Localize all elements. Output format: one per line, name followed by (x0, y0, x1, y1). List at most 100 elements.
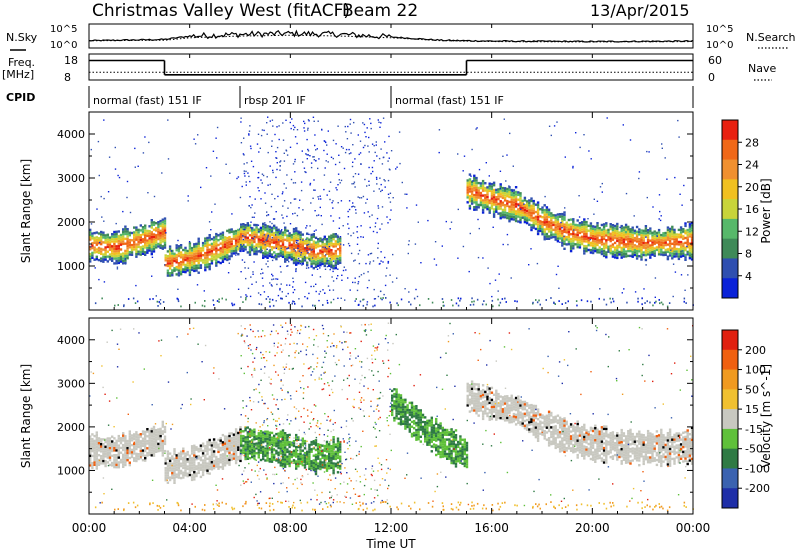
power-noise (564, 207, 566, 209)
velocity-cell (251, 434, 254, 437)
velocity-cell (419, 435, 422, 438)
power-noise (269, 165, 271, 167)
velocity-cell (237, 446, 240, 449)
power-cell (266, 251, 269, 255)
velocity-cell (108, 437, 112, 440)
power-clutter (652, 304, 654, 307)
power-cell (262, 242, 265, 245)
power-cell (563, 216, 566, 219)
power-cell (217, 248, 220, 252)
power-cell (618, 243, 621, 246)
velocity-cell (126, 442, 129, 445)
power-noise (370, 252, 373, 255)
power-cell (128, 231, 131, 234)
velocity-cell (240, 439, 243, 443)
power-noise (275, 151, 277, 153)
power-noise (303, 130, 306, 132)
velocity-cell (242, 437, 245, 440)
power-cell (609, 223, 612, 226)
velocity-cell (266, 447, 269, 450)
power-cell (523, 216, 527, 219)
velocity-cell (161, 420, 164, 424)
power-noise (381, 163, 384, 165)
power-cell (91, 234, 94, 238)
power-cell (486, 193, 489, 196)
power-cell (556, 215, 560, 219)
power-noise (522, 216, 524, 218)
velocity-cell (190, 449, 194, 453)
power-cell (660, 253, 663, 256)
power-cell (173, 269, 176, 272)
power-noise (229, 172, 231, 174)
power-clutter (501, 298, 504, 300)
power-cell (561, 217, 564, 221)
velocity-cell (257, 446, 260, 449)
power-noise (164, 264, 166, 266)
power-cell (547, 227, 551, 231)
power-noise (135, 284, 137, 287)
velocity-cell (281, 446, 285, 449)
power-cell (286, 229, 289, 232)
power-cell (135, 250, 138, 253)
power-cell (594, 228, 597, 231)
power-cell (653, 254, 656, 257)
power-noise (294, 182, 297, 184)
power-noise (248, 130, 251, 132)
power-cell (613, 241, 617, 245)
power-noise (287, 230, 290, 232)
power-cell (611, 228, 615, 232)
velocity-cell (439, 453, 442, 456)
velocity-cell (193, 444, 196, 447)
power-cell (602, 230, 606, 233)
power-noise (268, 225, 270, 227)
velocity-cell (410, 416, 414, 419)
power-cell (484, 186, 487, 190)
velocity-cell (228, 451, 231, 454)
power-noise (677, 119, 679, 122)
velocity-cell (308, 446, 311, 449)
velocity-cell (410, 432, 414, 436)
velocity-cell (279, 452, 282, 455)
power-cell (470, 197, 474, 200)
velocity-cell (402, 415, 405, 418)
velocity-cell (262, 445, 265, 449)
power-noise (290, 178, 293, 181)
power-cell (193, 243, 196, 246)
velocity-cell (122, 456, 125, 459)
power-cell (596, 243, 599, 247)
power-cell (510, 205, 513, 209)
velocity-cell (111, 461, 114, 465)
power-noise (239, 196, 242, 199)
power-cell (624, 245, 628, 248)
velocity-cell (148, 453, 151, 456)
power-cell (117, 252, 120, 255)
power-cell (644, 254, 648, 257)
power-cell (122, 257, 125, 260)
power-cell (569, 245, 573, 248)
power-cell (312, 252, 315, 255)
power-cell (168, 274, 172, 277)
power-cell (657, 241, 661, 244)
velocity-cell (332, 467, 335, 470)
power-cell (528, 211, 531, 214)
power-cell (297, 259, 300, 262)
power-noise (593, 198, 595, 200)
power-noise (267, 234, 269, 236)
power-cell (321, 260, 324, 263)
power-cell (624, 250, 628, 253)
power-noise (155, 295, 157, 297)
power-cell (317, 240, 320, 243)
power-cell (292, 252, 296, 255)
power-noise (253, 216, 255, 218)
power-cell (528, 218, 531, 221)
velocity-cell (246, 443, 249, 446)
power-cell (124, 228, 127, 231)
power-cell (146, 232, 149, 235)
power-noise (342, 147, 344, 149)
power-cell (501, 213, 505, 216)
power-noise (276, 278, 279, 280)
power-noise (351, 206, 353, 208)
power-cell (184, 254, 187, 257)
power-noise (572, 165, 574, 168)
power-cell (104, 255, 107, 259)
